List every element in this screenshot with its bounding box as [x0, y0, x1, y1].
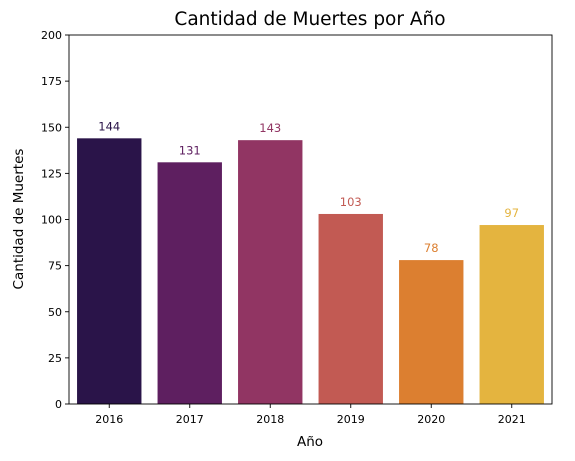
x-tick-label: 2019 — [337, 413, 365, 426]
y-tick-label: 125 — [41, 167, 62, 180]
data-label-2016: 144 — [98, 119, 120, 133]
x-tick-label: 2021 — [498, 413, 526, 426]
y-tick-label: 200 — [41, 29, 62, 42]
data-label-2020: 78 — [424, 241, 439, 255]
data-label-2018: 143 — [259, 121, 281, 135]
chart-title: Cantidad de Muertes por Año — [174, 9, 445, 30]
x-tick-label: 2016 — [95, 413, 123, 426]
x-tick-label: 2018 — [256, 413, 284, 426]
bar-2018 — [238, 140, 303, 405]
bar-2021 — [479, 225, 544, 404]
x-axis-label: Año — [297, 434, 323, 450]
y-axis-label: Cantidad de Muertes — [11, 149, 27, 290]
bar-2017 — [157, 162, 222, 404]
x-tick-label: 2017 — [176, 413, 204, 426]
plot-area: 144 131 143 103 78 97 0 25 50 75 100 125 150 175 200 20… — [41, 29, 553, 426]
y-tick-label: 50 — [48, 306, 62, 319]
bar-2019 — [318, 213, 383, 404]
y-tick-label: 75 — [48, 260, 62, 273]
y-tick-label: 175 — [41, 75, 62, 88]
bar-2020 — [399, 260, 464, 404]
y-tick-label: 150 — [41, 121, 62, 134]
data-label-2021: 97 — [504, 206, 519, 220]
y-tick-label: 0 — [55, 398, 62, 411]
y-tick-label: 25 — [48, 352, 62, 365]
bar-2016 — [77, 138, 142, 404]
x-tick-label: 2020 — [417, 413, 445, 426]
data-label-2017: 131 — [179, 143, 201, 157]
data-label-2019: 103 — [340, 195, 362, 209]
y-tick-label: 100 — [41, 214, 62, 227]
